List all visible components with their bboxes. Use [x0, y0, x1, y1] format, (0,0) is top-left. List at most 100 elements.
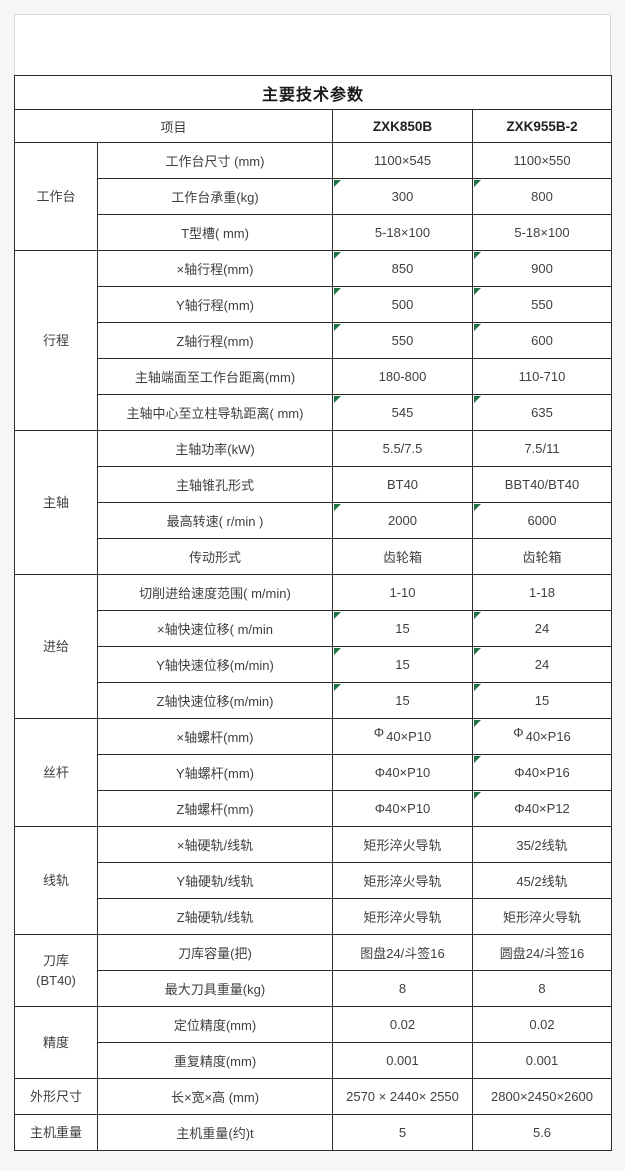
table-row: 重复精度(mm) 0.001 0.001: [15, 1042, 613, 1079]
spec-value-cell: 15: [332, 646, 473, 683]
spec-value-cell: 7.5/11: [471, 430, 613, 467]
spec-value-cell: 15: [332, 610, 473, 647]
column-header-item: 项目: [14, 109, 333, 143]
spec-item-cell: ×轴行程(mm): [97, 250, 333, 287]
group-label: 主机重量: [14, 1114, 98, 1151]
cell-flag-triangle-icon: [334, 648, 341, 655]
spec-value-cell: 8: [471, 970, 613, 1007]
spec-item-cell: 刀库容量(把): [97, 934, 333, 971]
table-row: Y轴行程(mm) 500 550: [15, 286, 613, 323]
spec-value-cell: 45/2线轨: [471, 862, 613, 899]
cell-flag-triangle-icon: [334, 612, 341, 619]
spec-value-cell: 300: [332, 178, 473, 215]
header-row: 项目 ZXK850B ZXK955B-2: [14, 109, 613, 143]
table-row: 进给 切削进给速度范围( m/min) 1-10 1-18: [14, 574, 613, 719]
table-row: Y轴硬轨/线轨 矩形淬火导轨 45/2线轨: [15, 862, 613, 899]
group-label: 进给: [14, 574, 98, 719]
spec-value-cell: 1100×550: [471, 142, 613, 179]
spec-item-cell: 主轴锥孔形式: [97, 466, 333, 503]
group-label: 行程: [14, 250, 98, 431]
spec-value-cell: 850: [332, 250, 473, 287]
table-row: Z轴快速位移(m/min) 15 15: [15, 682, 613, 719]
cell-flag-triangle-icon: [474, 612, 481, 619]
table-row: Y轴快速位移(m/min) 15 24: [15, 646, 613, 683]
spec-item-cell: 主轴端面至工作台距离(mm): [97, 358, 333, 395]
spec-item-cell: Y轴行程(mm): [97, 286, 333, 323]
cell-flag-triangle-icon: [474, 756, 481, 763]
spec-value-cell: 545: [332, 394, 473, 431]
spec-value-cell: 矩形淬火导轨: [332, 862, 473, 899]
group-label: 外形尺寸: [14, 1078, 98, 1115]
table-row: 丝杆 ×轴螺杆(mm) Φ 40×P10 Φ 40×P16: [14, 718, 613, 827]
spec-item-cell: 切削进给速度范围( m/min): [97, 574, 333, 611]
spec-value-cell: 5-18×100: [332, 214, 473, 251]
spec-value-cell: 齿轮箱: [332, 538, 473, 575]
spec-item-cell: ×轴硬轨/线轨: [97, 826, 333, 863]
spec-value-cell: 635: [471, 394, 613, 431]
cell-flag-triangle-icon: [474, 720, 481, 727]
spec-value-cell: 0.001: [332, 1042, 473, 1079]
table-row: 刀库 (BT40) 刀库容量(把) 图盘24/斗签16 圆盘24/斗签16: [14, 934, 613, 1007]
cell-flag-triangle-icon: [474, 180, 481, 187]
spec-value-cell: 2800×2450×2600: [471, 1078, 613, 1115]
column-header-model-1: ZXK850B: [332, 109, 473, 143]
spec-value-cell: 500: [332, 286, 473, 323]
spec-item-cell: 传动形式: [97, 538, 333, 575]
spec-item-cell: 重复精度(mm): [97, 1042, 333, 1079]
spec-value-cell: Φ40×P12: [471, 790, 613, 827]
group-label: 精度: [14, 1006, 98, 1079]
spec-value-cell: 900: [471, 250, 613, 287]
spec-value-cell: 5.6: [471, 1114, 613, 1151]
spec-value-cell: 图盘24/斗签16: [332, 934, 473, 971]
spec-item-cell: 主机重量(约)t: [97, 1114, 333, 1151]
spec-value-cell: 180-800: [332, 358, 473, 395]
spec-value-cell: 600: [471, 322, 613, 359]
spec-value-cell: 1-18: [471, 574, 613, 611]
spec-value-cell: 圆盘24/斗签16: [471, 934, 613, 971]
cell-flag-triangle-icon: [334, 396, 341, 403]
spec-item-cell: Z轴行程(mm): [97, 322, 333, 359]
spec-value-cell: 矩形淬火导轨: [332, 826, 473, 863]
spec-value-cell: 1100×545: [332, 142, 473, 179]
cell-flag-triangle-icon: [474, 684, 481, 691]
table-row: 传动形式 齿轮箱 齿轮箱: [15, 538, 613, 575]
spec-value-cell: 0.02: [332, 1006, 473, 1043]
spec-value-cell: 24: [471, 610, 613, 647]
spec-value-cell: 110-710: [471, 358, 613, 395]
spec-value-cell: Φ40×P10: [332, 790, 473, 827]
spec-value-cell: 5-18×100: [471, 214, 613, 251]
table-row: 主轴锥孔形式 BT40 BBT40/BT40: [15, 466, 613, 503]
cell-flag-triangle-icon: [474, 252, 481, 259]
spec-value-cell: Φ40×P16: [471, 754, 613, 791]
table-row: Z轴硬轨/线轨 矩形淬火导轨 矩形淬火导轨: [15, 898, 613, 935]
spec-item-cell: Z轴螺杆(mm): [97, 790, 333, 827]
spec-value-cell: 2570 × 2440× 2550: [332, 1078, 473, 1115]
spec-value-cell: 8: [332, 970, 473, 1007]
spec-item-cell: 工作台尺寸 (mm): [97, 142, 333, 179]
spec-value-cell: 0.02: [471, 1006, 613, 1043]
spec-value-cell: 550: [471, 286, 613, 323]
table-row: 最高转速( r/min ) 2000 6000: [15, 502, 613, 539]
spec-value-cell: 35/2线轨: [471, 826, 613, 863]
table-row: 工作台承重(kg) 300 800: [15, 178, 613, 215]
cell-flag-triangle-icon: [474, 324, 481, 331]
cell-flag-triangle-icon: [474, 792, 481, 799]
spec-item-cell: 主轴中心至立柱导轨距离( mm): [97, 394, 333, 431]
table-row: Z轴螺杆(mm) Φ40×P10 Φ40×P12: [15, 790, 613, 827]
spec-item-cell: T型槽( mm): [97, 214, 333, 251]
top-placeholder-box: [14, 14, 611, 76]
spec-value-cell: 矩形淬火导轨: [332, 898, 473, 935]
table-row: 主轴端面至工作台距离(mm) 180-800 110-710: [15, 358, 613, 395]
table-row: ×轴快速位移( m/min 15 24: [15, 610, 613, 647]
spec-item-cell: Y轴硬轨/线轨: [97, 862, 333, 899]
spec-item-cell: Z轴快速位移(m/min): [97, 682, 333, 719]
cell-flag-triangle-icon: [334, 504, 341, 511]
column-header-model-2: ZXK955B-2: [471, 109, 613, 143]
spec-value-cell: 800: [471, 178, 613, 215]
spec-value-cell: 15: [471, 682, 613, 719]
spec-value-cell: 5.5/7.5: [332, 430, 473, 467]
table-row: T型槽( mm) 5-18×100 5-18×100: [15, 214, 613, 251]
spec-item-cell: Y轴快速位移(m/min): [97, 646, 333, 683]
spec-value-cell: 6000: [471, 502, 613, 539]
